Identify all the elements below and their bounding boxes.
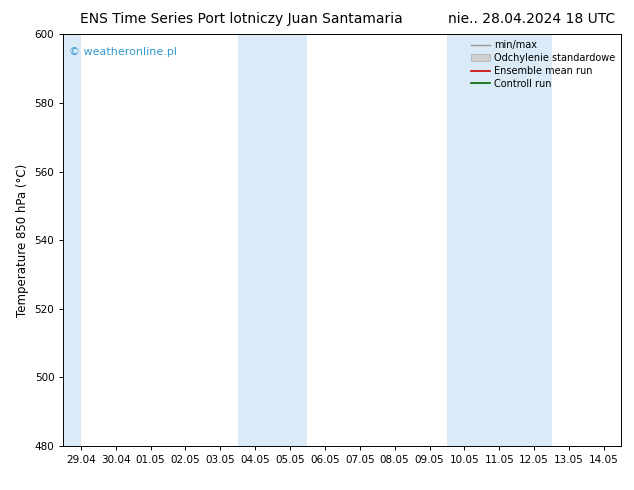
Bar — [63, 34, 81, 446]
Legend: min/max, Odchylenie standardowe, Ensemble mean run, Controll run: min/max, Odchylenie standardowe, Ensembl… — [467, 36, 619, 93]
Y-axis label: Temperature 850 hPa (°C): Temperature 850 hPa (°C) — [16, 164, 29, 317]
Bar — [238, 34, 307, 446]
Bar — [447, 34, 552, 446]
Text: nie.. 28.04.2024 18 UTC: nie.. 28.04.2024 18 UTC — [448, 12, 615, 26]
Text: ENS Time Series Port lotniczy Juan Santamaria: ENS Time Series Port lotniczy Juan Santa… — [79, 12, 403, 26]
Text: © weatheronline.pl: © weatheronline.pl — [69, 47, 177, 57]
